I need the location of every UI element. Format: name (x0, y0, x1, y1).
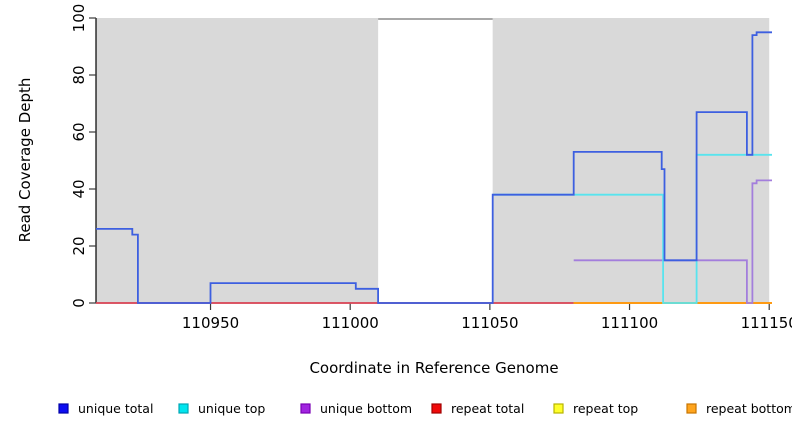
legend-item-repeat-top: repeat top (553, 401, 638, 416)
legend-swatch-unique-top (178, 403, 189, 414)
legend-item-unique-bottom: unique bottom (300, 401, 412, 416)
y-tick-label: 80 (70, 65, 88, 84)
legend-item-unique-total: unique total (58, 401, 153, 416)
legend-swatch-repeat-bottom (686, 403, 697, 414)
legend-label: repeat bottom (706, 401, 792, 416)
y-axis-title: Read Coverage Depth (16, 78, 34, 243)
gray-band-left (96, 18, 379, 303)
legend-label: unique bottom (320, 401, 412, 416)
background-bands (96, 18, 770, 303)
x-axis-title: Coordinate in Reference Genome (309, 359, 558, 377)
x-tick-label: 111100 (601, 314, 658, 332)
y-tick-label: 0 (70, 298, 88, 308)
gray-band-right (492, 18, 770, 303)
legend-swatch-unique-total (58, 403, 69, 414)
y-tick-label: 100 (70, 4, 88, 33)
legend-label: unique top (198, 401, 265, 416)
y-tick-label: 60 (70, 122, 88, 141)
legend-item-unique-top: unique top (178, 401, 265, 416)
x-tick-label: 111050 (461, 314, 518, 332)
x-tick-label: 111000 (322, 314, 379, 332)
data-series (96, 31, 772, 304)
legend-label: repeat total (451, 401, 524, 416)
legend-label: unique total (78, 401, 153, 416)
gap-top-line (378, 18, 493, 20)
x-tick-label: 110950 (182, 314, 239, 332)
legend-label: repeat top (573, 401, 638, 416)
legend-swatch-repeat-total (431, 403, 442, 414)
y-tick-label: 40 (70, 179, 88, 198)
legend: unique total unique top unique bottom repea… (58, 401, 792, 416)
y-tick-label: 20 (70, 236, 88, 255)
legend-item-repeat-bottom: repeat bottom (686, 401, 792, 416)
series-unique-top (492, 153, 772, 304)
legend-swatch-unique-bottom (300, 403, 311, 414)
series-unique-bottom (573, 179, 772, 304)
legend-item-repeat-total: repeat total (431, 401, 524, 416)
legend-swatch-repeat-top (553, 403, 564, 414)
series-unique-total (96, 31, 772, 304)
